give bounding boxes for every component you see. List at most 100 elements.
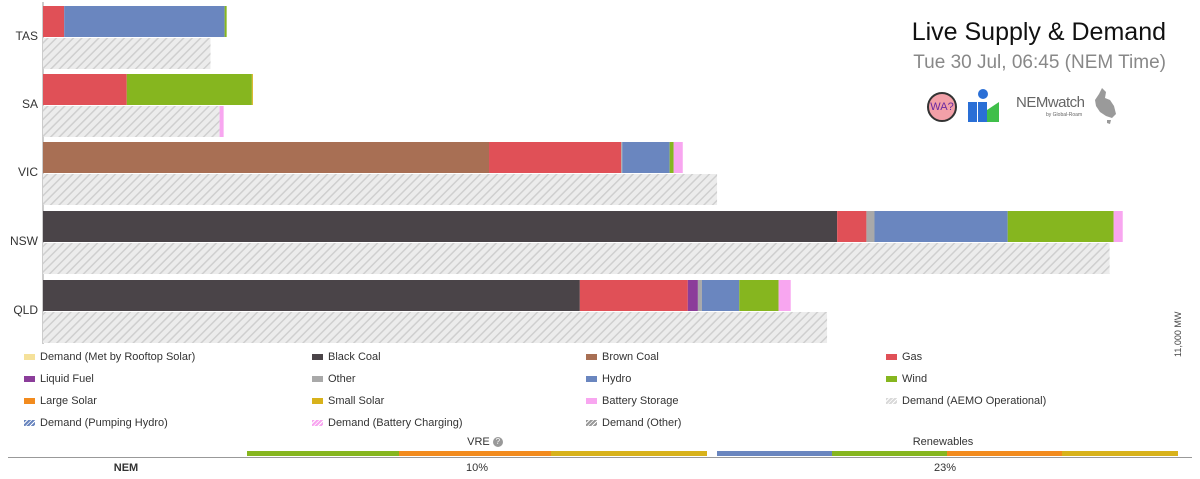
supply-bar-tas-gas[interactable]	[43, 6, 65, 37]
renewables-bar-hydro	[717, 451, 832, 456]
demand-bar-tas-demand-aemo-operational[interactable]	[43, 38, 211, 69]
legend-item[interactable]: Gas	[886, 349, 922, 365]
region-label-vic: VIC	[18, 165, 38, 179]
legend-swatch	[586, 354, 597, 360]
legend-label: Demand (Pumping Hydro)	[40, 417, 168, 429]
legend-item[interactable]: Liquid Fuel	[24, 371, 94, 387]
bar-logo-icon[interactable]	[964, 88, 1000, 124]
supply-bar-vic-wind[interactable]	[669, 142, 674, 173]
renewables-bar-wind	[832, 451, 947, 456]
legend-swatch	[24, 420, 35, 426]
chart-title: Live Supply & Demand	[911, 18, 1166, 46]
vre-value: 10%	[465, 462, 489, 474]
nemwatch-wordmark: NEMwatch	[1016, 94, 1085, 111]
supply-bar-sa-gas[interactable]	[43, 74, 127, 105]
legend-swatch	[24, 398, 35, 404]
legend-label: Other	[328, 373, 356, 385]
nemwatch-byline: by Global-Roam	[1046, 112, 1083, 118]
legend-label: Demand (Other)	[602, 417, 682, 429]
legend-swatch	[312, 376, 323, 382]
legend-item[interactable]: Black Coal	[312, 349, 381, 365]
demand-bar-sa-demand-aemo-operational[interactable]	[43, 106, 220, 137]
legend-label: Demand (Battery Charging)	[328, 417, 463, 429]
legend-swatch	[886, 376, 897, 382]
legend-swatch	[24, 354, 35, 360]
supply-bar-nsw-gas[interactable]	[837, 211, 867, 242]
legend-item[interactable]: Large Solar	[24, 393, 97, 409]
legend-item[interactable]: Demand (Met by Rooftop Solar)	[24, 349, 195, 365]
nemwatch-logo[interactable]: NEMwatch by Global-Roam	[1016, 88, 1121, 128]
legend-label: Small Solar	[328, 395, 385, 407]
supply-bar-sa-small-solar[interactable]	[251, 74, 253, 105]
legend-item[interactable]: Demand (Other)	[586, 415, 681, 431]
legend-item[interactable]: Demand (Battery Charging)	[312, 415, 463, 431]
legend-item[interactable]: Demand (Pumping Hydro)	[24, 415, 168, 431]
region-label-sa: SA	[22, 97, 38, 111]
summary-divider	[8, 457, 1192, 458]
supply-bar-tas-hydro[interactable]	[64, 6, 225, 37]
supply-bar-vic-gas[interactable]	[489, 142, 622, 173]
supply-bar-vic-battery-storage[interactable]	[673, 142, 683, 173]
legend-item[interactable]: Other	[312, 371, 356, 387]
legend-swatch	[312, 398, 323, 404]
demand-bar-nsw-demand-aemo-operational[interactable]	[43, 243, 1110, 274]
demand-bar-qld-demand-aemo-operational[interactable]	[43, 312, 828, 343]
legend-item[interactable]: Demand (AEMO Operational)	[886, 393, 1046, 409]
legend-label: Demand (AEMO Operational)	[902, 395, 1047, 407]
australia-map-icon	[1095, 88, 1116, 124]
supply-bar-qld-other[interactable]	[697, 280, 702, 311]
region-label-tas: TAS	[16, 29, 38, 43]
legend-label: Gas	[902, 351, 923, 363]
wa-badge-label: WA?	[930, 101, 954, 113]
renewables-value: 23%	[933, 462, 957, 474]
supply-bar-nsw-hydro[interactable]	[874, 211, 1008, 242]
region-label-qld: QLD	[13, 303, 38, 317]
wa-question-icon[interactable]: WA?	[927, 92, 957, 122]
legend-swatch	[586, 420, 597, 426]
legend-label: Demand (Met by Rooftop Solar)	[40, 351, 196, 363]
supply-bar-nsw-black-coal[interactable]	[43, 211, 838, 242]
supply-bar-tas-wind[interactable]	[224, 6, 227, 37]
legend-label: Liquid Fuel	[40, 373, 94, 385]
legend-label: Hydro	[602, 373, 632, 385]
vre-bar-small-solar	[551, 451, 707, 456]
renewables-bar-large-solar	[947, 451, 1062, 456]
legend-swatch	[312, 354, 323, 360]
supply-bar-qld-liquid-fuel[interactable]	[687, 280, 698, 311]
legend-swatch	[586, 376, 597, 382]
legend-item[interactable]: Battery Storage	[586, 393, 678, 409]
axis-max-label: 11,000 MW	[1173, 311, 1183, 357]
supply-bar-qld-battery-storage[interactable]	[778, 280, 791, 311]
supply-bar-nsw-wind[interactable]	[1007, 211, 1114, 242]
legend-swatch	[886, 398, 897, 404]
supply-bar-qld-hydro[interactable]	[701, 280, 740, 311]
demand-bar-sa-demand-battery-charging[interactable]	[219, 106, 224, 137]
supply-bar-qld-black-coal[interactable]	[43, 280, 580, 311]
supply-bar-vic-other[interactable]	[621, 142, 623, 173]
summary-region-label: NEM	[113, 462, 139, 474]
legend-label: Large Solar	[40, 395, 97, 407]
region-label-nsw: NSW	[10, 234, 39, 248]
vre-bar-wind	[247, 451, 399, 456]
legend-label: Brown Coal	[602, 351, 659, 363]
legend-label: Battery Storage	[602, 395, 679, 407]
legend-item[interactable]: Brown Coal	[586, 349, 659, 365]
renewables-bar-small-solar	[1062, 451, 1178, 456]
supply-bar-qld-gas[interactable]	[579, 280, 688, 311]
help-circle-icon[interactable]: ?	[492, 437, 503, 448]
supply-bar-sa-wind[interactable]	[126, 74, 252, 105]
legend-item[interactable]: Hydro	[586, 371, 631, 387]
chart-timestamp: Tue 30 Jul, 06:45 (NEM Time)	[913, 52, 1166, 73]
supply-bar-vic-hydro[interactable]	[622, 142, 670, 173]
legend-item[interactable]: Small Solar	[312, 393, 384, 409]
vre-header: VRE ?	[440, 436, 530, 448]
supply-bar-vic-brown-coal[interactable]	[43, 142, 490, 173]
vre-bar-large-solar	[399, 451, 551, 456]
vre-label: VRE	[467, 436, 490, 448]
legend-swatch	[586, 398, 597, 404]
supply-bar-qld-wind[interactable]	[739, 280, 779, 311]
supply-bar-nsw-battery-storage[interactable]	[1113, 211, 1123, 242]
demand-bar-vic-demand-aemo-operational[interactable]	[43, 174, 718, 205]
supply-bar-nsw-other[interactable]	[866, 211, 875, 242]
legend-item[interactable]: Wind	[886, 371, 927, 387]
